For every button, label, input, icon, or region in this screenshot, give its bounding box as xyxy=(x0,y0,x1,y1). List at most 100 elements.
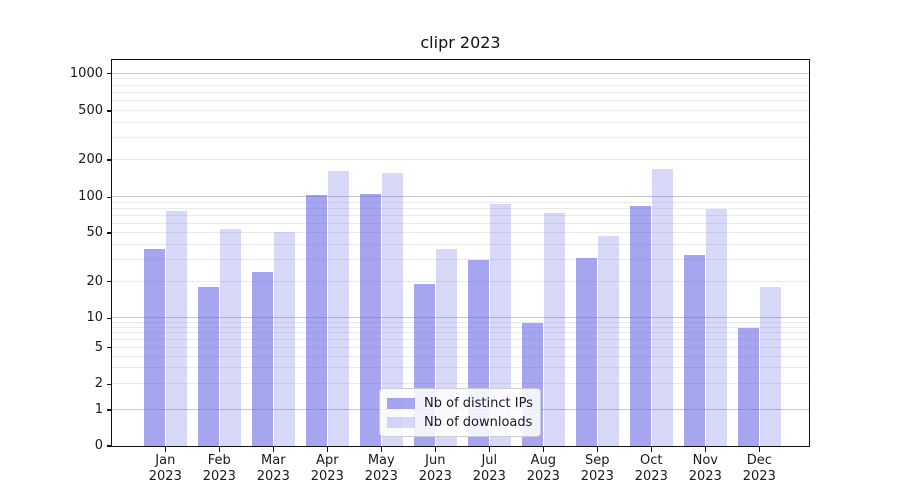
x-tick-label-month: Dec xyxy=(746,453,772,468)
y-tick-mark-5 xyxy=(107,346,112,349)
legend-label-downloads: Nb of downloads xyxy=(424,414,533,430)
y-tick-label-10: 10 xyxy=(86,310,103,326)
x-tick-label-month: Nov xyxy=(692,453,718,468)
y-tick-mark-1 xyxy=(107,409,112,411)
y-tick-mark-100 xyxy=(107,196,112,199)
x-tick-mark-jan xyxy=(164,447,167,452)
bar-distinct-ips-jan xyxy=(143,249,165,446)
x-tick-label-month: Aug xyxy=(530,453,556,468)
x-tick-label-apr: Apr 2023 xyxy=(299,453,355,484)
bar-distinct-ips-oct xyxy=(629,205,651,446)
x-tick-label-year: 2023 xyxy=(256,468,290,484)
y-tick-mark-1000 xyxy=(107,72,112,75)
x-tick-label-jan: Jan 2023 xyxy=(137,453,193,484)
x-tick-label-jul: Jul 2023 xyxy=(461,453,517,484)
bar-downloads-oct xyxy=(651,168,673,446)
y-tick-mark-20 xyxy=(107,280,112,283)
x-tick-label-mar: Mar 2023 xyxy=(245,453,301,484)
y-tick-mark-50 xyxy=(107,232,112,234)
x-tick-label-month: Sep xyxy=(585,453,610,468)
bar-distinct-ips-dec xyxy=(737,327,759,446)
y-tick-mark-500 xyxy=(107,110,112,112)
x-tick-mark-may xyxy=(380,447,383,452)
x-tick-mark-jun xyxy=(434,447,437,452)
x-tick-label-month: Oct xyxy=(640,453,663,468)
x-tick-label-year: 2023 xyxy=(634,468,668,484)
x-tick-mark-apr xyxy=(326,447,329,452)
gridline-minor-4 xyxy=(112,355,809,357)
x-tick-label-month: Feb xyxy=(207,453,231,468)
y-tick-label-500: 500 xyxy=(78,102,103,118)
x-tick-mark-jul xyxy=(488,447,491,452)
bar-distinct-ips-apr xyxy=(305,195,327,446)
x-tick-label-year: 2023 xyxy=(418,468,452,484)
x-tick-mark-mar xyxy=(272,447,275,452)
gridline-minor-90 xyxy=(112,201,809,203)
y-tick-label-0: 0 xyxy=(94,438,103,453)
gridline-minor-7 xyxy=(112,332,809,334)
x-tick-label-oct: Oct 2023 xyxy=(623,453,679,484)
gridline-minor-300 xyxy=(112,137,809,139)
x-tick-label-month: Jun xyxy=(425,453,446,468)
bar-distinct-ips-feb xyxy=(197,287,219,446)
gridline-5 xyxy=(112,346,809,348)
x-tick-label-jun: Jun 2023 xyxy=(407,453,463,484)
x-tick-mark-sep xyxy=(596,447,599,452)
y-tick-mark-0 xyxy=(107,445,112,447)
x-tick-label-year: 2023 xyxy=(364,468,398,484)
y-tick-label-200: 200 xyxy=(78,152,103,167)
bar-distinct-ips-may xyxy=(359,193,381,446)
x-tick-label-month: Jul xyxy=(481,453,498,468)
x-tick-mark-oct xyxy=(650,447,653,452)
bar-distinct-ips-mar xyxy=(251,272,273,446)
gridline-minor-900 xyxy=(112,78,809,80)
legend-swatch-downloads xyxy=(387,416,415,428)
bar-downloads-jan xyxy=(165,211,187,446)
gridline-500 xyxy=(112,110,809,111)
bar-downloads-jul xyxy=(489,203,511,446)
bar-distinct-ips-sep xyxy=(575,258,597,446)
y-tick-label-50: 50 xyxy=(86,225,103,240)
x-tick-label-may: May 2023 xyxy=(353,453,409,484)
y-tick-label-100: 100 xyxy=(78,189,103,205)
gridline-20 xyxy=(112,280,809,282)
legend-row-downloads: Nb of downloads xyxy=(387,415,533,430)
bar-downloads-may xyxy=(381,172,403,446)
gridline-minor-8 xyxy=(112,326,809,328)
y-tick-mark-200 xyxy=(107,159,112,161)
x-tick-label-month: May xyxy=(367,453,395,468)
gridline-50 xyxy=(112,232,809,234)
x-tick-mark-feb xyxy=(218,447,221,452)
gridline-minor-9 xyxy=(112,321,809,323)
gridline-200 xyxy=(112,159,809,161)
x-tick-label-year: 2023 xyxy=(688,468,722,484)
gridline-minor-400 xyxy=(112,121,809,123)
gridline-minor-6 xyxy=(112,339,809,340)
x-tick-label-year: 2023 xyxy=(526,468,560,484)
x-tick-label-year: 2023 xyxy=(742,468,776,484)
x-tick-label-year: 2023 xyxy=(580,468,614,484)
gridline-minor-600 xyxy=(112,100,809,102)
gridline-minor-30 xyxy=(112,259,809,261)
gridline-10 xyxy=(112,317,809,319)
y-tick-label-1000: 1000 xyxy=(69,65,103,81)
x-tick-label-month: Jan xyxy=(155,453,176,468)
gridline-2 xyxy=(112,383,809,385)
gridline-minor-70 xyxy=(112,214,809,216)
gridline-1000 xyxy=(112,72,809,74)
gridline-minor-60 xyxy=(112,222,809,224)
y-tick-label-2: 2 xyxy=(94,376,103,392)
bar-distinct-ips-nov xyxy=(683,255,705,446)
x-tick-mark-aug xyxy=(542,447,545,452)
gridline-minor-700 xyxy=(112,91,809,93)
y-tick-mark-2 xyxy=(107,383,112,386)
bar-downloads-aug xyxy=(543,212,565,446)
bar-downloads-sep xyxy=(597,236,619,446)
chart-title: clipr 2023 xyxy=(420,33,501,52)
legend-swatch-distinct-ips xyxy=(387,397,415,409)
gridline-minor-800 xyxy=(112,84,809,86)
x-tick-mark-nov xyxy=(704,447,707,452)
x-tick-label-year: 2023 xyxy=(310,468,344,484)
y-tick-label-5: 5 xyxy=(94,339,103,355)
